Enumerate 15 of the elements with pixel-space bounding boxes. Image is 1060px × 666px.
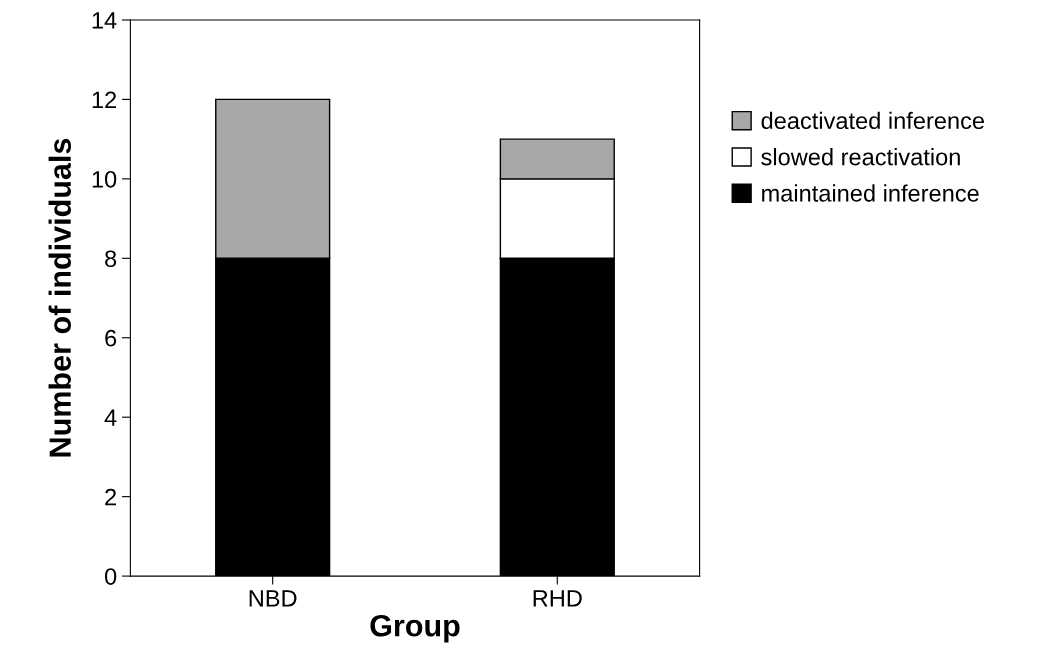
y-tick-label: 10 [92, 170, 117, 188]
y-tick-label: 0 [104, 568, 117, 585]
legend-label: maintained inference [762, 184, 979, 202]
y-tick-label: 2 [105, 488, 116, 506]
legend-label: slowed reactivation [761, 148, 960, 166]
y-tick-label: 4 [104, 409, 117, 426]
x-tick-label: RHD [533, 590, 582, 607]
y-axis-title: Number of individuals [48, 138, 71, 457]
x-axis-title: Group [370, 614, 460, 643]
y-tick-label: 14 [92, 12, 117, 29]
legend-label: deactivated inference [761, 111, 984, 130]
y-tick-label: 8 [105, 250, 117, 268]
x-tick-label: NBD [249, 590, 297, 607]
y-tick-label: 12 [92, 91, 116, 108]
y-tick-label: 6 [105, 329, 117, 347]
